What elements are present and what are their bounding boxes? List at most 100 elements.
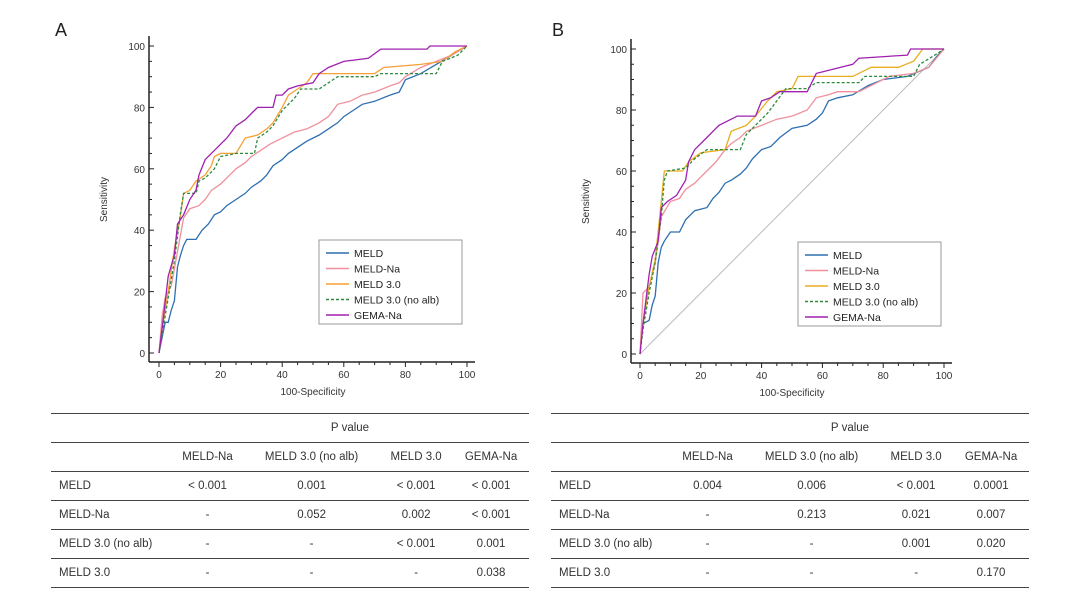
column-header: MELD 3.0 (no alb)	[744, 442, 880, 472]
legend-box	[797, 241, 942, 327]
p-value-cell: -	[671, 500, 745, 530]
row-label: MELD	[551, 471, 671, 501]
legend: MELD MELD-Na MELD 3.0 MELD 3.0 (no alb) GEMA…	[797, 241, 942, 327]
p-value-cell: 0.006	[744, 471, 880, 501]
legend-label: MELD-Na	[833, 266, 879, 278]
p-value-cell: -	[671, 529, 745, 559]
x-tick-label: 100	[936, 371, 953, 382]
p-value-cell: 0.004	[671, 471, 745, 501]
p-value-cell: -	[244, 529, 380, 559]
roc-curve-gema-na	[158, 45, 467, 354]
y-tick-label: 0	[621, 350, 627, 361]
roc-curve-meld-3-0	[639, 48, 944, 355]
x-tick-label: 40	[277, 370, 289, 381]
roc-curve-meld-na	[639, 48, 945, 355]
panel-label-a: A	[55, 20, 68, 40]
p-value-cell: -	[879, 558, 954, 588]
x-tick-label: 40	[756, 371, 768, 382]
y-axis-label: Sensitivity	[581, 179, 592, 224]
p-value-cell: 0.0001	[953, 471, 1029, 501]
p-value-cell: -	[171, 558, 245, 588]
legend-label: MELD-Na	[354, 264, 400, 276]
row-label: MELD	[51, 471, 171, 501]
p-value-cell: < 0.001	[379, 471, 454, 501]
x-tick-label: 60	[338, 370, 350, 381]
p-value-cell: -	[744, 529, 880, 559]
p-value-cell: 0.020	[953, 529, 1029, 559]
table-title: P value	[671, 413, 1029, 443]
roc-curve-gema-na	[639, 48, 944, 355]
p-value-cell: -	[171, 500, 245, 530]
legend-label: GEMA-Na	[354, 310, 402, 322]
legend-label: MELD	[354, 248, 384, 260]
table-row: MELD 3.0 (no alb) - - < 0.001 0.001	[51, 529, 529, 559]
table-row: MELD 0.004 0.006 < 0.001 0.0001	[551, 471, 1029, 501]
row-label: MELD 3.0	[551, 558, 671, 588]
p-value-cell: < 0.001	[453, 500, 529, 530]
row-label: MELD-Na	[51, 500, 171, 530]
table-title-spacer	[551, 413, 671, 443]
row-label: MELD 3.0	[51, 558, 171, 588]
column-header: MELD-Na	[671, 442, 745, 472]
legend-label: MELD	[833, 250, 863, 262]
row-label: MELD 3.0 (no alb)	[51, 529, 171, 559]
legend-label: MELD 3.0	[833, 281, 880, 293]
table-title-spacer	[51, 413, 171, 443]
legend-label: MELD 3.0 (no alb)	[354, 295, 439, 307]
x-tick-label: 0	[637, 371, 643, 382]
table-row: MELD 3.0- - -0.038	[51, 558, 529, 588]
table-row: MELD 3.0- - -0.170	[551, 558, 1029, 588]
x-tick-label: 0	[156, 370, 162, 381]
x-tick-label: 60	[817, 371, 829, 382]
p-value-cell: -	[244, 558, 380, 588]
p-value-cell: 0.007	[953, 500, 1029, 530]
y-tick-label: 80	[616, 106, 628, 117]
y-tick-label: 60	[134, 165, 146, 176]
legend-box	[318, 239, 463, 325]
x-axis-label: 100-Specificity	[759, 388, 824, 399]
corner-cell	[51, 442, 171, 472]
x-tick-label: 20	[215, 370, 227, 381]
x-axis-label: 100-Specificity	[280, 387, 345, 398]
p-value-cell: 0.001	[879, 529, 954, 559]
corner-cell	[551, 442, 671, 472]
p-value-cell: < 0.001	[879, 471, 954, 501]
y-tick-label: 100	[128, 42, 145, 53]
roc-curve-meld	[158, 45, 468, 354]
column-header: GEMA-Na	[953, 442, 1029, 472]
legend-label: MELD 3.0	[354, 279, 401, 291]
p-value-cell: 0.052	[244, 500, 380, 530]
roc-charts: 0 20 40 60 80 100 0 20 40 60 80 100 100-Specificity S…	[99, 36, 953, 399]
column-header: MELD-Na	[171, 442, 245, 472]
p-value-cell: 0.001	[244, 471, 380, 501]
table-row: MELD < 0.001 0.001 < 0.001 < 0.001	[51, 471, 529, 501]
y-tick-label: 60	[616, 167, 628, 178]
y-tick-label: 80	[134, 103, 146, 114]
x-tick-label: 20	[695, 371, 707, 382]
x-tick-label: 100	[459, 370, 476, 381]
table-title: P value	[171, 413, 529, 443]
p-value-cell: 0.002	[379, 500, 454, 530]
y-tick-label: 100	[610, 45, 627, 56]
panel-label-b: B	[552, 20, 565, 40]
roc-curve-meld-3-0-no-alb-	[158, 45, 468, 354]
p-value-cell: 0.038	[453, 558, 529, 588]
p-value-cell: -	[744, 558, 880, 588]
p-value-cell: -	[171, 529, 245, 559]
p-value-cell: < 0.001	[171, 471, 245, 501]
p-value-cell: < 0.001	[453, 471, 529, 501]
y-tick-label: 40	[134, 226, 146, 237]
y-tick-label: 20	[134, 288, 146, 299]
roc-curve-meld	[639, 48, 945, 355]
p-value-table-b: P value MELD-Na MELD 3.0 (no alb) MELD 3.0 G…	[551, 413, 1029, 588]
table-row: MELD-Na -0.213 0.021 0.007	[551, 500, 1029, 530]
y-tick-label: 20	[616, 289, 628, 300]
table-row: MELD 3.0 (no alb) - -0.001 0.020	[551, 529, 1029, 559]
roc-curve-meld-na	[158, 45, 468, 354]
p-value-table-a: P value MELD-Na MELD 3.0 (no alb) MELD 3.0 G…	[51, 413, 529, 588]
row-label: MELD-Na	[551, 500, 671, 530]
y-tick-label: 40	[616, 228, 628, 239]
row-label: MELD 3.0 (no alb)	[551, 529, 671, 559]
reference-diagonal-line	[639, 48, 945, 355]
column-header: MELD 3.0	[879, 442, 954, 472]
